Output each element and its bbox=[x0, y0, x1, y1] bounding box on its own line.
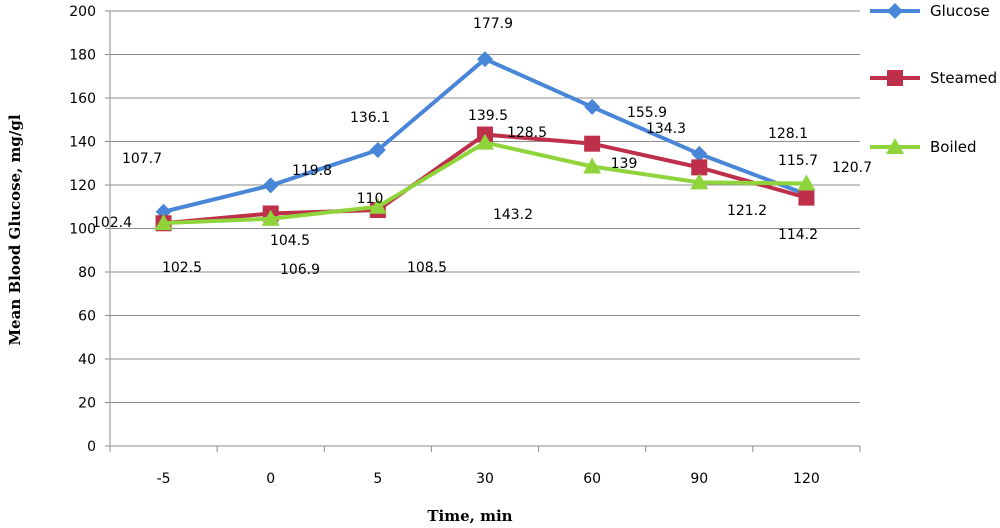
y-tick-label: 120 bbox=[69, 178, 96, 194]
data-point-glucose bbox=[262, 177, 279, 194]
y-tick-label: 60 bbox=[78, 309, 96, 325]
x-tick-label: 60 bbox=[583, 471, 601, 487]
y-tick-label: 100 bbox=[69, 222, 96, 238]
legend-item-steamed: Steamed bbox=[870, 69, 997, 87]
axes bbox=[105, 10, 861, 452]
data-label: 102.5 bbox=[162, 260, 202, 276]
legend-marker-steamed bbox=[887, 70, 903, 86]
data-point-boiled bbox=[690, 173, 709, 190]
x-tick-label: 30 bbox=[476, 471, 494, 487]
data-point-glucose bbox=[369, 141, 386, 158]
legend-marker-boiled bbox=[886, 138, 904, 154]
data-label: 108.5 bbox=[407, 260, 447, 276]
data-point-boiled bbox=[261, 209, 280, 226]
data-label: 136.1 bbox=[350, 110, 390, 126]
legend-label-steamed: Steamed bbox=[930, 69, 997, 87]
x-tick-label: -5 bbox=[157, 471, 171, 487]
data-label: 102.4 bbox=[92, 215, 132, 231]
series-line-boiled bbox=[163, 140, 807, 226]
x-tick-label: 90 bbox=[690, 471, 708, 487]
y-tick-labels: 0 20 40 60 80 100 120 140 160 180 200 bbox=[69, 4, 96, 455]
data-label: 114.2 bbox=[778, 227, 818, 243]
legend-label-boiled: Boiled bbox=[930, 138, 977, 156]
data-label: 107.7 bbox=[122, 151, 162, 167]
data-label: 155.9 bbox=[627, 105, 667, 121]
data-label: 110 bbox=[357, 191, 384, 207]
data-point-steamed bbox=[798, 189, 815, 206]
y-tick-label: 180 bbox=[69, 48, 96, 64]
y-tick-label: 160 bbox=[69, 91, 96, 107]
x-tick-label: 0 bbox=[266, 471, 275, 487]
legend-item-boiled: Boiled bbox=[870, 138, 977, 156]
data-point-boiled bbox=[368, 197, 387, 214]
data-label: 121.2 bbox=[727, 203, 767, 219]
data-label: 115.7 bbox=[778, 153, 818, 169]
data-point-steamed bbox=[691, 159, 708, 176]
data-label: 120.7 bbox=[832, 160, 872, 176]
data-point-boiled bbox=[154, 214, 173, 231]
x-tick-labels: -5 0 5 30 60 90 120 bbox=[157, 471, 820, 487]
legend-label-glucose: Glucose bbox=[930, 2, 990, 20]
data-label: 143.2 bbox=[493, 207, 533, 223]
y-tick-label: 140 bbox=[69, 135, 96, 151]
data-labels: 107.7 102.4 102.5 119.8 104.5 106.9 136.1 110 10… bbox=[92, 16, 872, 278]
data-label: 134.3 bbox=[646, 121, 686, 137]
data-label: 104.5 bbox=[270, 233, 310, 249]
data-point-glucose bbox=[584, 98, 601, 115]
data-point-boiled bbox=[583, 157, 602, 174]
y-tick-label: 0 bbox=[87, 439, 96, 455]
x-tick-label: 5 bbox=[373, 471, 382, 487]
data-label: 139.5 bbox=[468, 108, 508, 124]
data-label: 128.5 bbox=[507, 125, 547, 141]
legend: Glucose Steamed Boiled bbox=[870, 2, 997, 156]
data-point-glucose bbox=[477, 51, 493, 68]
y-tick-label: 200 bbox=[69, 4, 96, 20]
data-point-glucose bbox=[691, 145, 708, 162]
x-axis-title: Time, min bbox=[427, 507, 512, 525]
data-label: 139 bbox=[611, 156, 638, 172]
y-tick-label: 20 bbox=[78, 396, 96, 412]
x-tick-label: 120 bbox=[793, 471, 820, 487]
data-point-steamed bbox=[584, 135, 601, 152]
gridlines bbox=[110, 10, 860, 447]
legend-item-glucose: Glucose bbox=[870, 2, 990, 20]
data-label: 128.1 bbox=[768, 126, 808, 142]
data-label: 119.8 bbox=[292, 163, 332, 179]
data-label: 106.9 bbox=[280, 262, 320, 278]
data-point-boiled bbox=[797, 174, 816, 191]
y-axis-title: Mean Blood Glucose, mg/gl bbox=[6, 114, 24, 345]
legend-marker-glucose bbox=[887, 3, 903, 19]
series-lines bbox=[154, 51, 816, 232]
y-tick-label: 40 bbox=[78, 352, 96, 368]
data-label: 177.9 bbox=[473, 16, 513, 32]
y-tick-label: 80 bbox=[78, 265, 96, 281]
data-point-boiled bbox=[476, 133, 494, 150]
